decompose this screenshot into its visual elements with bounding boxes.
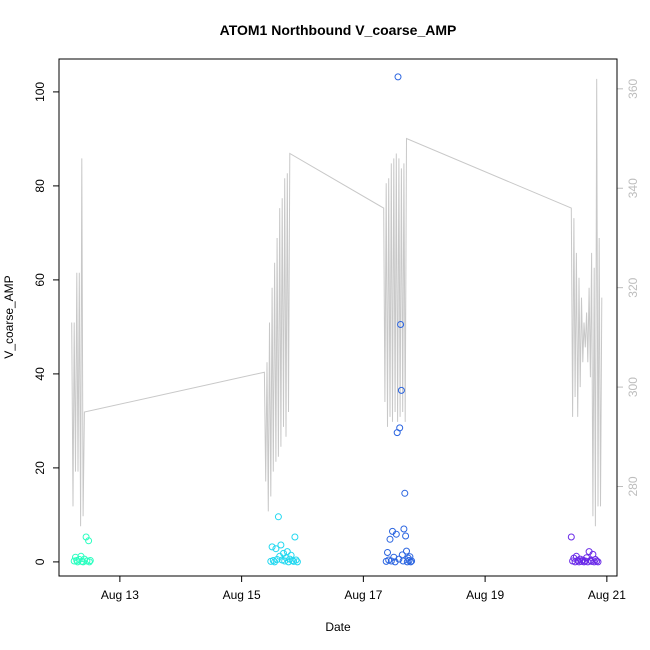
data-point (397, 386, 405, 394)
data-point (293, 558, 301, 566)
data-point (291, 533, 299, 541)
data-point (85, 537, 93, 545)
data-point (593, 557, 601, 565)
data-point (392, 530, 400, 538)
y2-tick-label: 300 (626, 377, 640, 397)
data-point (402, 532, 410, 540)
data-point (394, 73, 402, 81)
data-point (85, 558, 93, 566)
data-point (408, 557, 416, 565)
x-tick-label: Aug 13 (101, 588, 139, 602)
y-tick-label: 40 (33, 367, 47, 381)
plot-frame (58, 58, 618, 577)
scatter-points (70, 73, 602, 566)
data-point (292, 556, 300, 564)
y-tick-label: 0 (33, 558, 47, 565)
data-point (268, 543, 276, 551)
data-point (396, 424, 404, 432)
data-point (288, 557, 296, 564)
y2-tick-label: 280 (626, 476, 640, 496)
data-point (287, 551, 295, 559)
data-point (405, 557, 413, 564)
secondary-line (71, 78, 603, 527)
x-axis-label: Date (325, 620, 351, 634)
data-point (403, 547, 410, 555)
y-axis-label: V_coarse_AMP (2, 275, 16, 358)
data-point (567, 533, 575, 541)
x-tick-label: Aug 21 (588, 588, 626, 602)
y-tick-label: 100 (33, 82, 47, 102)
data-point (283, 548, 291, 556)
data-point (272, 545, 280, 553)
x-tick-label: Aug 15 (223, 588, 261, 602)
data-point (400, 525, 408, 533)
data-point (274, 513, 282, 521)
chart-title: ATOM1 Northbound V_coarse_AMP (220, 22, 457, 38)
data-point (269, 557, 277, 564)
data-point (384, 549, 391, 556)
data-point (407, 558, 415, 566)
y2-tick-label: 360 (626, 78, 640, 98)
data-point (397, 321, 405, 328)
data-point (70, 557, 78, 565)
data-point (406, 553, 414, 561)
x-tick-label: Aug 17 (344, 588, 382, 602)
x-tick-label: Aug 19 (466, 588, 504, 602)
y2-tick-label: 320 (626, 277, 640, 297)
axes: Aug 13 Aug 15 Aug 17 Aug 19 Aug 21 0 20 40 60 80 1… (33, 78, 640, 602)
data-point (401, 489, 409, 497)
data-point (386, 535, 394, 543)
secondary-line-series (71, 78, 603, 527)
data-point (86, 557, 94, 564)
data-point (277, 541, 285, 549)
data-point (395, 555, 403, 563)
y-tick-label: 60 (33, 273, 47, 287)
y2-tick-label: 340 (626, 178, 640, 198)
y-tick-label: 80 (33, 179, 47, 193)
data-point (594, 558, 602, 566)
y-tick-label: 20 (33, 461, 47, 475)
